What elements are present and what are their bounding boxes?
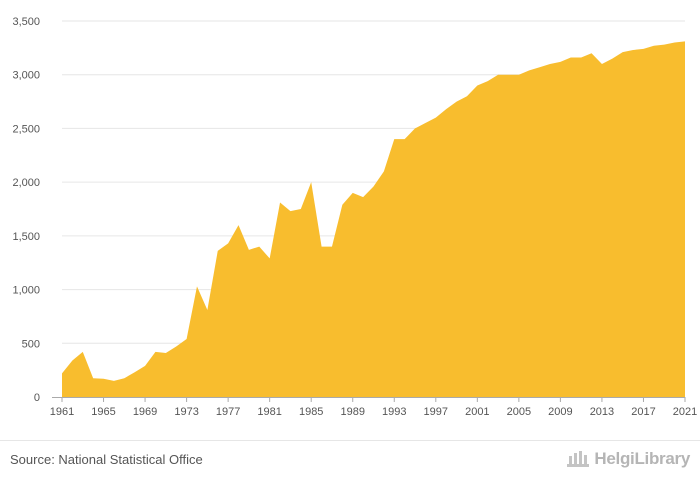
- x-tick-label: 1997: [424, 406, 448, 418]
- brand-name: HelgiLibrary: [594, 449, 690, 468]
- x-tick-label: 1981: [257, 406, 281, 418]
- y-tick-label: 3,000: [12, 70, 40, 82]
- footer: Source: National Statistical Office Helg…: [0, 440, 700, 484]
- y-tick-label: 500: [22, 338, 40, 350]
- x-tick-label: 1993: [382, 406, 406, 418]
- y-tick-label: 3,500: [12, 16, 40, 28]
- source-note: Source: National Statistical Office: [10, 452, 203, 467]
- y-tick-label: 1,000: [12, 285, 40, 297]
- y-tick-label: 2,000: [12, 177, 40, 189]
- brand-logo[interactable]: HelgiLibrary: [566, 449, 690, 469]
- y-tick-label: 1,500: [12, 231, 40, 243]
- x-tick-label: 2017: [631, 406, 655, 418]
- x-tick-label: 1989: [340, 406, 364, 418]
- area-series: [62, 41, 685, 397]
- y-tick-label: 2,500: [12, 123, 40, 135]
- x-tick-label: 1977: [216, 406, 240, 418]
- x-tick-label: 2009: [548, 406, 572, 418]
- x-tick-label: 2013: [590, 406, 614, 418]
- x-tick-label: 2001: [465, 406, 489, 418]
- y-tick-label: 0: [34, 392, 40, 404]
- x-tick-label: 2021: [673, 406, 697, 418]
- x-tick-label: 2005: [507, 406, 531, 418]
- x-tick-label: 1973: [174, 406, 198, 418]
- library-building-icon: [567, 451, 590, 467]
- area-chart: 0 500 1,000 1,500 2,000 2,500 3,000 3,500 1961 19…: [12, 16, 697, 418]
- x-tick-label: 1965: [91, 406, 115, 418]
- x-tick-label: 1985: [299, 406, 323, 418]
- x-tick-label: 1969: [133, 406, 157, 418]
- x-tick-label: 1961: [50, 406, 74, 418]
